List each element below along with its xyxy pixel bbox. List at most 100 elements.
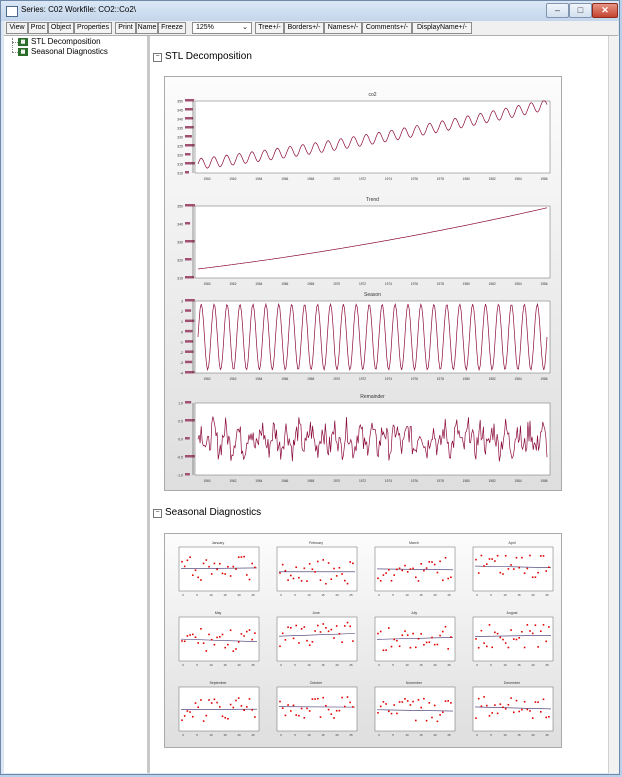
data-point xyxy=(181,560,183,563)
name-button[interactable]: Name xyxy=(136,22,158,34)
data-point xyxy=(335,625,338,627)
zoom-select[interactable]: 125% ⌄ xyxy=(192,22,252,34)
proc-button[interactable]: Proc xyxy=(28,22,48,34)
data-point xyxy=(352,562,354,565)
maximize-button[interactable]: □ xyxy=(569,3,592,18)
data-point xyxy=(526,567,529,570)
data-point xyxy=(189,556,191,559)
mini-plot-area xyxy=(178,546,260,592)
data-point xyxy=(290,627,292,629)
data-point xyxy=(325,704,327,707)
data-point xyxy=(338,566,341,569)
seasonal-collapse-toggle[interactable]: − xyxy=(153,509,162,518)
data-point xyxy=(333,717,335,719)
tree-item-label: STL Decomposition xyxy=(31,37,101,46)
data-point xyxy=(507,703,510,706)
data-point xyxy=(504,708,507,710)
x-tick-label: 0 xyxy=(476,663,478,667)
properties-button[interactable]: Properties xyxy=(74,22,112,34)
borders-toggle-button[interactable]: Borders+/- xyxy=(284,22,324,34)
data-point xyxy=(450,576,452,579)
data-point xyxy=(475,638,477,640)
data-point xyxy=(510,697,512,699)
histogram-bar xyxy=(185,319,195,323)
tree-connector xyxy=(12,38,13,52)
data-point xyxy=(183,640,186,643)
x-tick-label: 10 xyxy=(307,663,311,667)
data-point xyxy=(526,708,529,711)
data-point xyxy=(200,579,202,581)
view-button[interactable]: View xyxy=(6,22,28,34)
data-point xyxy=(393,638,395,641)
displayname-toggle-button[interactable]: DisplayName+/- xyxy=(412,22,472,34)
data-point xyxy=(200,627,202,630)
data-point xyxy=(227,717,229,720)
data-point xyxy=(480,705,483,708)
data-point xyxy=(513,638,515,640)
data-point xyxy=(420,563,422,565)
x-tick-label: 1984 xyxy=(515,177,522,181)
pane-splitter[interactable] xyxy=(147,36,150,773)
data-point xyxy=(221,715,224,718)
x-tick-label: 1986 xyxy=(540,377,547,381)
data-point xyxy=(335,709,338,712)
data-point xyxy=(417,699,420,701)
comments-toggle-button[interactable]: Comments+/- xyxy=(362,22,412,34)
data-point xyxy=(202,720,205,722)
data-point xyxy=(240,556,243,558)
data-point xyxy=(502,706,504,709)
vertical-scrollbar[interactable] xyxy=(608,36,619,773)
x-tick-label: 1972 xyxy=(359,177,366,181)
data-point xyxy=(322,559,324,561)
data-point xyxy=(377,577,379,580)
tree-toggle-button[interactable]: Tree+/- xyxy=(255,22,284,34)
data-point xyxy=(507,646,510,649)
data-point xyxy=(415,719,417,722)
data-point xyxy=(406,700,409,702)
month-title: July xyxy=(411,611,417,615)
x-tick-label: 1978 xyxy=(437,377,444,381)
data-point xyxy=(377,712,379,714)
close-button[interactable]: ✕ xyxy=(592,3,618,18)
data-point xyxy=(210,573,213,575)
data-point xyxy=(284,639,287,641)
data-point xyxy=(540,555,542,557)
data-point xyxy=(298,714,300,717)
data-point xyxy=(208,565,210,568)
tree-pane: ▦ STL Decomposition ▦ Seasonal Diagnostics xyxy=(4,36,148,773)
minimize-button[interactable]: – xyxy=(546,3,569,18)
object-button[interactable]: Object xyxy=(48,22,74,34)
data-point xyxy=(248,629,251,631)
data-point xyxy=(298,576,300,579)
tree-item-seasonal-diagnostics[interactable]: ▦ Seasonal Diagnostics xyxy=(18,47,108,57)
x-tick-label: 25 xyxy=(349,593,353,597)
data-point xyxy=(306,639,308,642)
x-tick-label: 10 xyxy=(209,593,213,597)
title-bar[interactable]: Series: C02 Workfile: CO2::Co2\ – □ ✕ xyxy=(1,1,619,21)
data-point xyxy=(390,712,393,715)
y-tick-label: 310 xyxy=(177,172,183,176)
output-pane: − STL Decomposition co2 310 315 320 325 330 33… xyxy=(150,36,608,773)
data-point xyxy=(344,705,346,708)
tree-item-stl-decomposition[interactable]: ▦ STL Decomposition xyxy=(18,37,101,47)
data-point xyxy=(295,566,297,569)
y-tick-label: 0 xyxy=(181,330,183,334)
trend-line xyxy=(180,638,258,642)
data-point xyxy=(295,624,297,627)
trend-line xyxy=(474,635,552,637)
month-title: February xyxy=(309,541,323,545)
y-tick-label: 1 xyxy=(181,320,183,324)
names-toggle-button[interactable]: Names+/- xyxy=(324,22,362,34)
data-point xyxy=(409,704,412,706)
x-tick-label: 1964 xyxy=(255,479,262,483)
x-tick-label: 1964 xyxy=(255,282,262,286)
stl-collapse-toggle[interactable]: − xyxy=(153,53,162,62)
data-point xyxy=(279,700,281,703)
data-point xyxy=(314,630,316,632)
data-point xyxy=(338,632,341,635)
x-tick-label: 1982 xyxy=(489,177,496,181)
print-button[interactable]: Print xyxy=(115,22,136,34)
data-point xyxy=(393,704,395,706)
freeze-button[interactable]: Freeze xyxy=(158,22,186,34)
data-point xyxy=(523,646,526,649)
